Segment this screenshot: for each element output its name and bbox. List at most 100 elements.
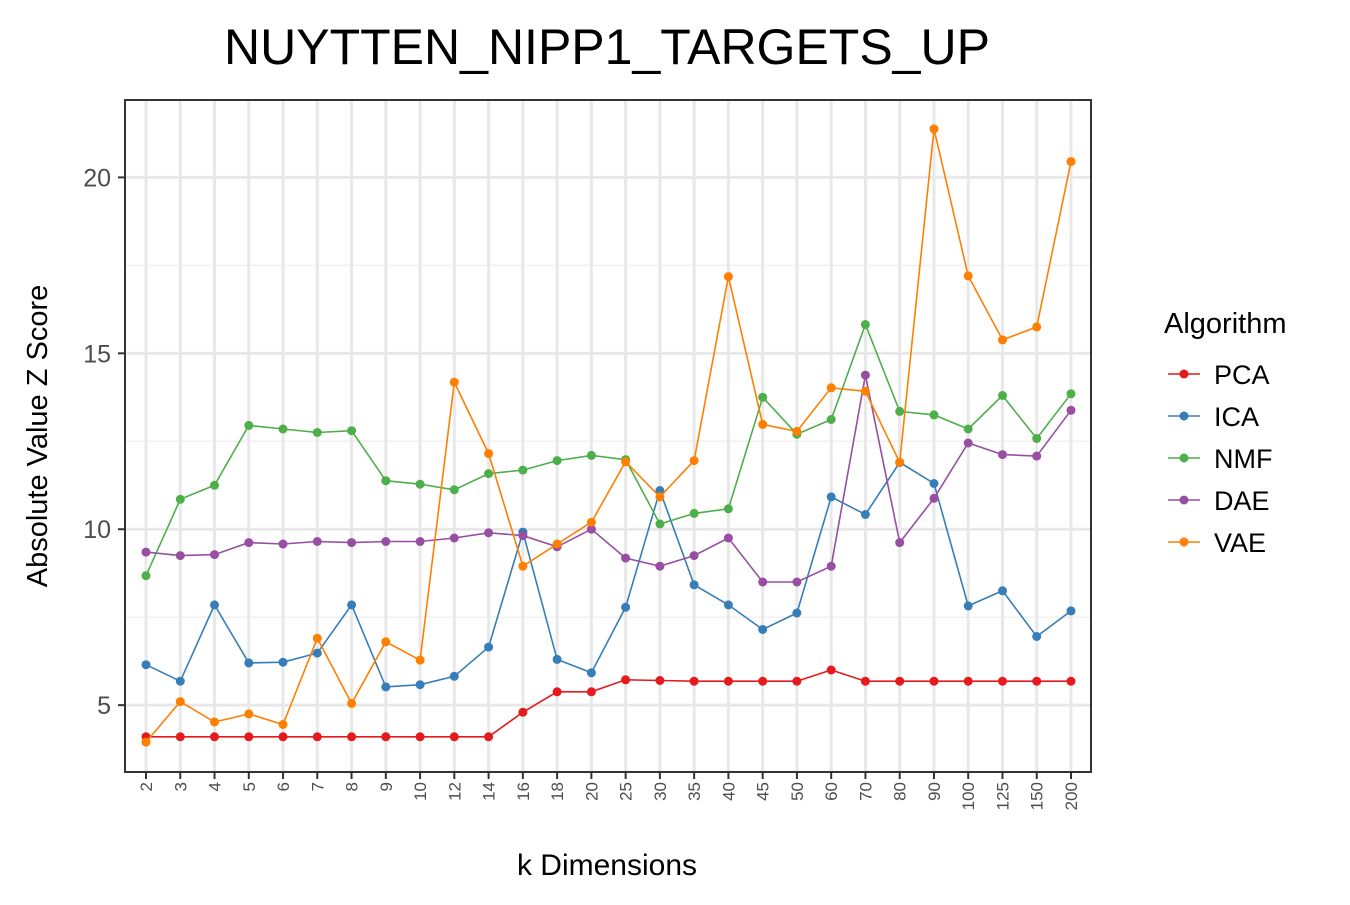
data-point <box>1032 676 1042 686</box>
data-point <box>963 424 973 434</box>
data-point <box>655 561 665 571</box>
data-point <box>826 383 836 393</box>
data-point <box>792 608 802 618</box>
data-point <box>381 476 391 486</box>
legend-item-pca: PCA <box>1168 360 1270 390</box>
data-point <box>210 480 219 490</box>
data-point <box>655 492 665 502</box>
x-tick-label: 35 <box>685 782 704 801</box>
data-point <box>449 533 459 543</box>
data-point <box>723 504 733 514</box>
x-tick-label: 200 <box>1062 782 1081 810</box>
data-point <box>826 665 836 675</box>
data-point <box>552 654 562 664</box>
x-tick-label: 2 <box>137 782 156 791</box>
data-point <box>312 648 322 658</box>
data-point <box>278 732 288 742</box>
data-point <box>758 419 768 429</box>
data-point <box>1032 322 1042 332</box>
plot-panel-border <box>124 99 1092 773</box>
legend-label: VAE <box>1214 528 1266 558</box>
series-dae <box>141 370 1076 587</box>
data-point <box>449 377 459 387</box>
data-point <box>792 577 802 587</box>
data-point <box>998 391 1007 400</box>
data-point <box>586 450 596 460</box>
data-point <box>860 320 870 329</box>
data-point <box>689 580 699 590</box>
x-tick-label: 70 <box>856 782 875 801</box>
data-point <box>1066 676 1076 686</box>
data-point <box>278 657 288 667</box>
data-point <box>689 551 699 561</box>
data-point <box>689 676 699 686</box>
series-line <box>145 374 1072 583</box>
data-point <box>895 457 905 467</box>
data-point <box>278 424 288 434</box>
legend-item-vae: VAE <box>1168 528 1266 558</box>
data-point <box>826 415 836 424</box>
data-point <box>210 732 219 742</box>
data-point <box>586 687 596 697</box>
data-point <box>689 456 699 466</box>
data-point <box>449 485 459 495</box>
x-tick-label: 40 <box>719 782 738 801</box>
data-point <box>963 438 973 448</box>
data-point <box>175 732 185 742</box>
data-point <box>586 517 596 527</box>
data-point <box>963 676 973 686</box>
data-point <box>210 550 219 560</box>
data-point <box>449 671 459 681</box>
data-point <box>1066 606 1076 616</box>
data-point <box>621 602 631 612</box>
data-point <box>1066 405 1076 415</box>
series-line <box>145 322 1072 577</box>
data-point <box>689 508 699 518</box>
y-tick-label: 5 <box>97 692 111 720</box>
data-point <box>963 601 973 611</box>
x-tick-label: 7 <box>308 782 327 791</box>
data-point <box>1032 434 1042 443</box>
data-point <box>895 676 905 686</box>
data-point <box>655 519 665 529</box>
data-point <box>141 547 151 557</box>
data-point <box>723 676 733 686</box>
x-tick-label: 16 <box>514 782 533 801</box>
data-point <box>141 571 151 581</box>
x-tick-label: 100 <box>959 782 978 810</box>
data-point <box>244 538 254 548</box>
data-point <box>484 469 494 479</box>
legend-label: NMF <box>1214 444 1272 474</box>
data-point <box>278 720 288 729</box>
data-point <box>792 426 802 436</box>
data-point <box>312 633 322 643</box>
data-point <box>312 537 322 546</box>
x-axis-title: k Dimensions <box>517 849 697 882</box>
data-point <box>244 732 254 742</box>
x-tick-label: 14 <box>480 782 499 801</box>
legend-key-point <box>1179 369 1189 379</box>
data-point <box>415 732 425 742</box>
data-point <box>552 687 562 697</box>
data-point <box>723 533 733 543</box>
x-tick-label: 5 <box>240 782 259 791</box>
data-point <box>484 449 494 459</box>
data-point <box>381 637 391 647</box>
y-tick-label: 10 <box>83 516 111 544</box>
data-point <box>347 698 357 708</box>
x-tick-label: 3 <box>171 782 190 791</box>
data-point <box>1032 451 1042 461</box>
data-point <box>552 539 562 549</box>
data-point <box>758 577 768 587</box>
data-point <box>210 600 219 610</box>
data-point <box>723 600 733 610</box>
data-point <box>1032 632 1042 641</box>
legend-key-point <box>1179 537 1189 547</box>
data-point <box>381 732 391 742</box>
data-point <box>1066 389 1076 399</box>
y-axis-title: Absolute Value Z Score <box>22 285 54 588</box>
data-point <box>415 655 425 665</box>
legend-item-dae: DAE <box>1168 486 1270 516</box>
